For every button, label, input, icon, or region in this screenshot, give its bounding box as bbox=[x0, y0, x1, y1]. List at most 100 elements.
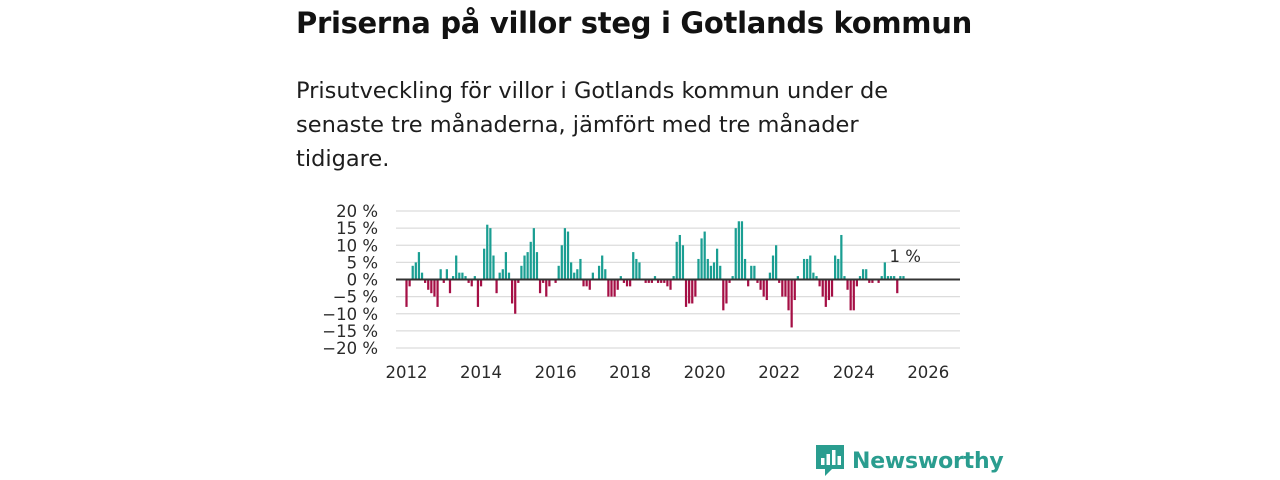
x-tick-label: 2012 bbox=[386, 363, 428, 382]
y-tick-label: 5 % bbox=[347, 253, 378, 272]
bar bbox=[759, 279, 762, 290]
bar bbox=[756, 279, 759, 283]
bar bbox=[660, 279, 663, 283]
bar bbox=[597, 265, 601, 280]
bar bbox=[691, 279, 694, 304]
bar bbox=[510, 279, 514, 304]
x-tick-label: 2020 bbox=[684, 363, 726, 382]
bar bbox=[796, 276, 799, 280]
bar bbox=[771, 255, 775, 280]
bar bbox=[725, 279, 728, 304]
bar bbox=[722, 279, 725, 311]
bar bbox=[650, 279, 653, 283]
bar bbox=[610, 279, 613, 297]
x-tick-label: 2024 bbox=[833, 363, 875, 382]
bar bbox=[675, 241, 678, 280]
last-value-label: 1 % bbox=[889, 247, 920, 266]
bar bbox=[697, 258, 700, 280]
bar bbox=[451, 276, 455, 280]
bar bbox=[830, 279, 834, 297]
bar bbox=[557, 265, 560, 280]
bar bbox=[563, 228, 567, 280]
brand-name: Newsworthy bbox=[852, 448, 1004, 474]
bar bbox=[576, 269, 579, 280]
bar bbox=[778, 279, 781, 283]
bar bbox=[762, 279, 765, 297]
brand-logo: Newsworthy bbox=[816, 444, 1004, 478]
bar bbox=[815, 276, 818, 280]
bar bbox=[461, 272, 464, 280]
bar bbox=[666, 279, 669, 287]
bar bbox=[656, 279, 660, 283]
bar bbox=[731, 276, 734, 280]
bar bbox=[542, 279, 545, 283]
bar bbox=[644, 279, 647, 283]
bar bbox=[812, 272, 815, 280]
bar bbox=[896, 279, 899, 294]
y-tick-label: 15 % bbox=[336, 219, 378, 238]
bar bbox=[604, 269, 607, 280]
bar bbox=[625, 279, 629, 287]
bar bbox=[793, 279, 796, 301]
bar bbox=[548, 279, 551, 287]
bar bbox=[439, 269, 442, 280]
y-axis-labels: 20 %15 %10 %5 %0 %−5 %−10 %−15 %−20 % bbox=[322, 202, 378, 358]
bar bbox=[514, 279, 517, 314]
newsworthy-logo-icon bbox=[816, 445, 844, 476]
bar bbox=[899, 276, 902, 280]
bar bbox=[737, 221, 740, 280]
bar bbox=[629, 279, 632, 287]
bar bbox=[566, 231, 570, 280]
bar bbox=[653, 276, 657, 280]
bar bbox=[843, 276, 846, 280]
bar bbox=[709, 265, 713, 280]
bar bbox=[753, 265, 756, 280]
bar bbox=[818, 279, 821, 287]
bar bbox=[728, 279, 731, 283]
bar bbox=[414, 262, 417, 280]
bar bbox=[495, 279, 498, 294]
bar bbox=[703, 231, 706, 280]
bar-chart: 20 %15 %10 %5 %0 %−5 %−10 %−15 %−20 % 20… bbox=[322, 202, 960, 382]
bar bbox=[837, 258, 840, 280]
bar bbox=[719, 265, 722, 280]
bar bbox=[498, 272, 501, 280]
bar bbox=[883, 262, 886, 280]
bar bbox=[893, 276, 896, 280]
y-tick-label: 10 % bbox=[336, 236, 378, 255]
bar bbox=[554, 279, 557, 283]
bar-series bbox=[405, 221, 905, 328]
bar bbox=[861, 269, 865, 280]
bar bbox=[647, 279, 650, 283]
bar bbox=[852, 279, 855, 311]
bar bbox=[420, 272, 424, 280]
bar bbox=[570, 262, 573, 280]
bar bbox=[427, 279, 430, 290]
bar bbox=[616, 279, 619, 290]
y-tick-label: 20 % bbox=[336, 202, 378, 221]
bar bbox=[834, 255, 837, 280]
bar bbox=[865, 269, 868, 280]
bar bbox=[775, 245, 778, 280]
bar bbox=[470, 279, 473, 287]
bar bbox=[545, 279, 548, 297]
bar bbox=[743, 258, 747, 280]
x-tick-label: 2014 bbox=[460, 363, 502, 382]
bar bbox=[715, 248, 719, 280]
bar bbox=[535, 252, 539, 280]
bar bbox=[784, 279, 787, 297]
bar bbox=[486, 224, 489, 280]
y-tick-label: −10 % bbox=[322, 305, 378, 324]
bar bbox=[489, 228, 492, 280]
bar bbox=[768, 272, 772, 280]
bar bbox=[507, 272, 511, 280]
y-tick-label: −15 % bbox=[322, 322, 378, 341]
bar bbox=[846, 279, 849, 290]
bar bbox=[442, 279, 445, 283]
bar bbox=[681, 245, 685, 280]
bar bbox=[523, 255, 526, 280]
bar bbox=[632, 252, 635, 280]
page-title: Priserna på villor steg i Gotlands kommu… bbox=[296, 6, 972, 40]
bar bbox=[448, 279, 452, 294]
bar bbox=[588, 279, 591, 290]
